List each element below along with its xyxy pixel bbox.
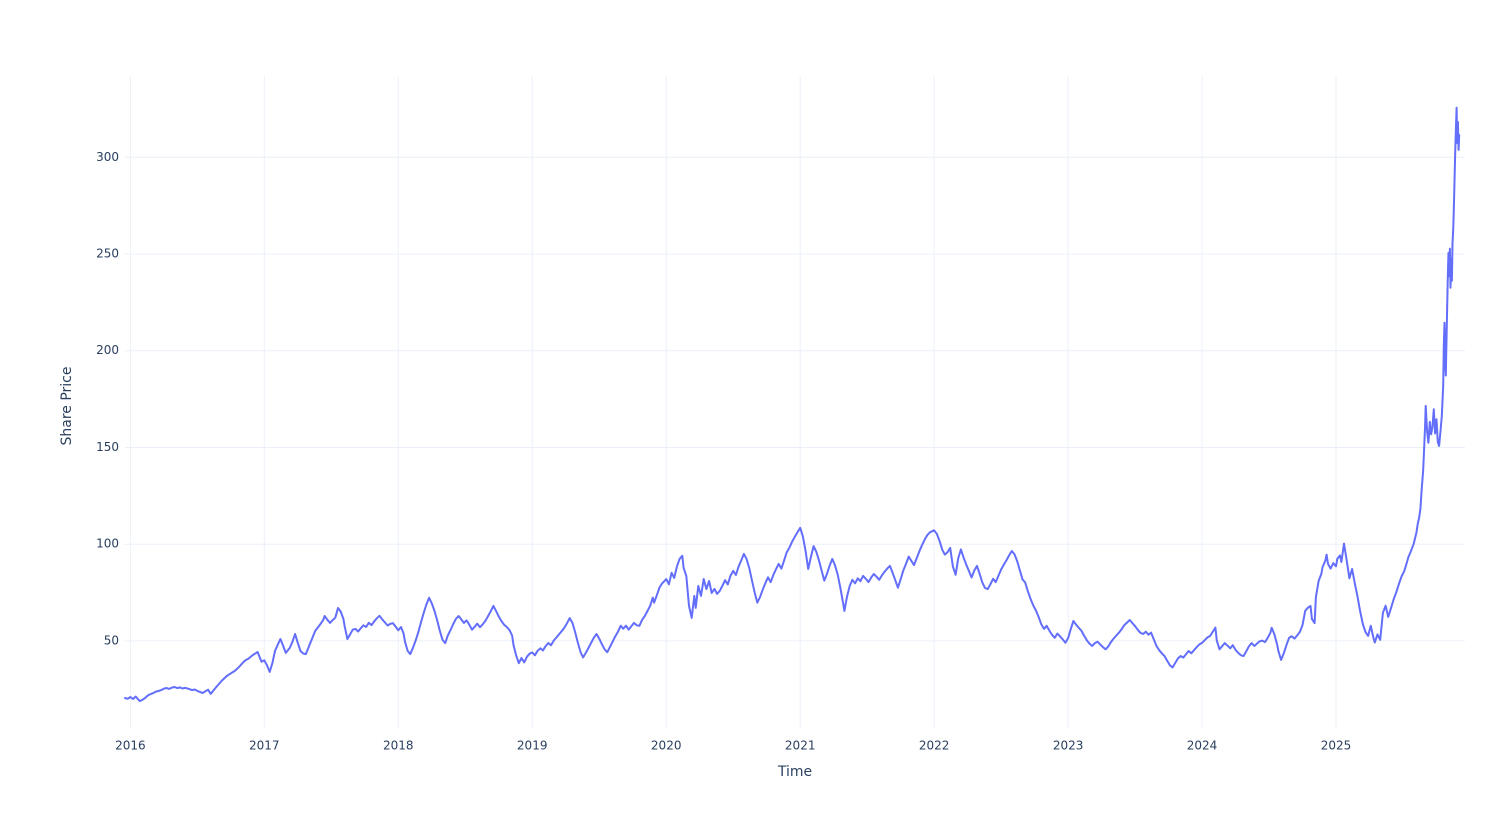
tick-labels: 50 100 150 200 250 300 2016 2017 2018 2019 2020 202… — [96, 150, 1351, 753]
y-tick-label: 250 — [96, 247, 119, 261]
x-tick-label: 2025 — [1321, 739, 1352, 753]
y-tick-label: 100 — [96, 537, 119, 551]
gridlines — [125, 76, 1465, 728]
x-tick-label: 2023 — [1053, 739, 1084, 753]
x-tick-label: 2020 — [651, 739, 682, 753]
y-tick-label: 50 — [104, 633, 119, 647]
share-price-line-chart: 50 100 150 200 250 300 2016 2017 2018 2019 2020 202… — [40, 16, 1500, 816]
plot-canvas[interactable]: 50 100 150 200 250 300 2016 2017 2018 2019 2020 202… — [40, 16, 1500, 816]
x-tick-label: 2018 — [383, 739, 414, 753]
x-tick-label: 2016 — [115, 739, 146, 753]
price-line — [124, 106, 1461, 703]
x-tick-label: 2024 — [1187, 739, 1218, 753]
x-tick-label: 2021 — [785, 739, 816, 753]
x-tick-label: 2019 — [517, 739, 548, 753]
y-tick-label: 150 — [96, 440, 119, 454]
y-tick-label: 300 — [96, 150, 119, 164]
x-tick-label: 2022 — [919, 739, 950, 753]
x-tick-label: 2017 — [249, 739, 280, 753]
y-axis-title: Share Price — [59, 366, 75, 446]
x-axis-title: Time — [777, 764, 813, 780]
y-tick-label: 200 — [96, 343, 119, 357]
